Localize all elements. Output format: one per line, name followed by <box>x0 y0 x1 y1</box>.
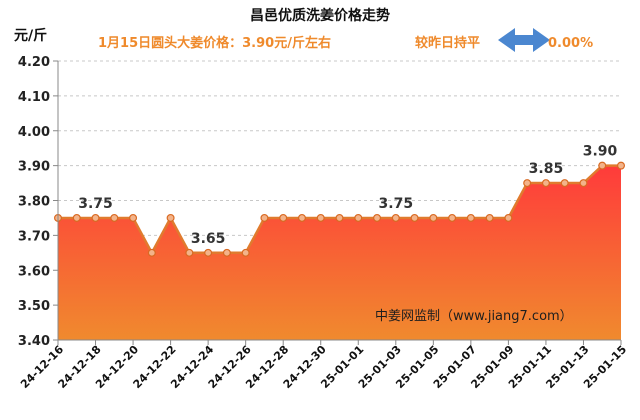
data-point <box>260 213 269 222</box>
data-point <box>91 213 100 222</box>
data-point <box>429 213 438 222</box>
data-point <box>448 213 457 222</box>
data-labels: 3.75 3.65 3.75 3.85 3.90 <box>78 144 617 247</box>
y-tick-label: 3.80 <box>18 195 50 210</box>
data-point <box>391 213 400 222</box>
y-tick-label: 4.00 <box>18 125 50 140</box>
data-point <box>222 248 231 257</box>
data-point <box>335 213 344 222</box>
data-point <box>523 179 532 188</box>
data-point <box>466 213 475 222</box>
y-tick-label: 4.20 <box>18 55 50 70</box>
change-value: 0.00% <box>548 36 593 51</box>
data-point <box>129 213 138 222</box>
y-tick-label: 3.50 <box>18 299 50 314</box>
data-point <box>297 213 306 222</box>
data-point <box>598 161 607 170</box>
data-point <box>147 248 156 257</box>
data-points <box>53 161 625 257</box>
chart-title: 昌邑优质洗姜价格走势 <box>250 7 390 24</box>
data-point <box>279 213 288 222</box>
data-point <box>560 179 569 188</box>
y-axis: 3.40 3.50 3.60 3.70 3.80 3.90 4.00 4.10 4.20 <box>18 55 58 349</box>
watermark: 中姜网监制（www.jiang7.com） <box>375 309 573 324</box>
price-area <box>58 165 621 340</box>
data-point <box>410 213 419 222</box>
y-tick-label: 4.10 <box>18 90 50 105</box>
y-tick-label: 3.40 <box>18 334 50 349</box>
y-axis-label: 元/斤 <box>14 27 47 44</box>
data-point <box>72 213 81 222</box>
data-label: 3.75 <box>78 196 113 212</box>
axes <box>57 61 621 341</box>
data-label: 3.85 <box>529 161 564 177</box>
data-point <box>504 213 513 222</box>
data-label: 3.75 <box>379 196 414 212</box>
data-point <box>485 213 494 222</box>
data-label: 3.65 <box>191 231 226 247</box>
data-point <box>579 179 588 188</box>
data-point <box>316 213 325 222</box>
change-label: 较昨日持平 <box>415 35 480 51</box>
x-axis: 24-12-1624-12-1824-12-2024-12-2224-12-24… <box>18 340 629 391</box>
data-label: 3.90 <box>583 144 618 160</box>
data-point <box>616 161 625 170</box>
double-arrow-icon <box>498 28 550 52</box>
y-tick-label: 3.90 <box>18 160 50 175</box>
data-point <box>185 248 194 257</box>
data-point <box>541 179 550 188</box>
data-point <box>166 213 175 222</box>
data-point <box>373 213 382 222</box>
data-point <box>110 213 119 222</box>
subtitle: 1月15日圆头大姜价格：3.90元/斤左右 <box>98 35 331 51</box>
data-point <box>241 248 250 257</box>
y-tick-label: 3.60 <box>18 264 50 279</box>
data-point <box>204 248 213 257</box>
y-tick-label: 3.70 <box>18 229 50 244</box>
data-point <box>354 213 363 222</box>
